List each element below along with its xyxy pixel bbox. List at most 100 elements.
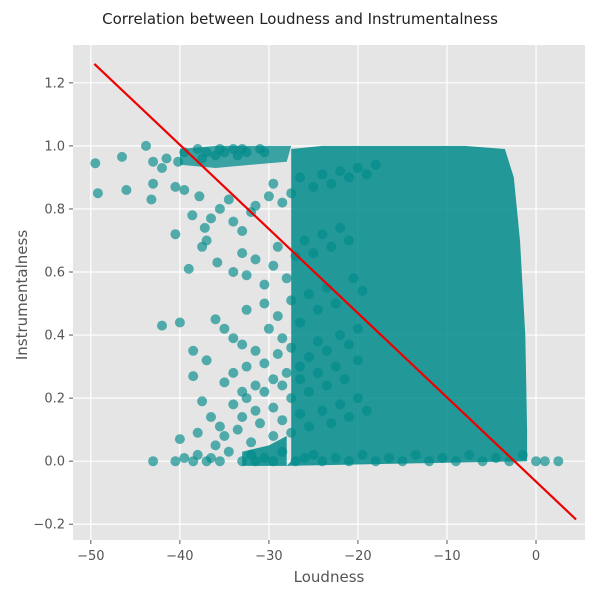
scatter-point <box>357 285 368 296</box>
scatter-point <box>246 437 257 448</box>
scatter-point <box>352 393 363 404</box>
scatter-point <box>121 185 132 195</box>
scatter-point <box>295 361 306 372</box>
scatter-point <box>348 273 359 284</box>
scatter-point <box>344 172 354 183</box>
scatter-point <box>410 449 421 460</box>
scatter-point <box>272 311 283 322</box>
scatter-point <box>263 323 274 334</box>
scatter-point <box>179 147 190 158</box>
scatter-point <box>232 424 243 435</box>
scatter-point <box>148 156 159 167</box>
scatter-point <box>317 169 328 180</box>
scatter-point <box>352 323 363 334</box>
scatter-point <box>90 158 101 169</box>
scatter-point <box>277 446 288 457</box>
scatter-point <box>352 355 363 366</box>
scatter-point <box>281 367 292 378</box>
scatter-point <box>219 323 230 334</box>
scatter-point <box>308 181 319 192</box>
scatter-point <box>344 456 354 467</box>
scatter-point <box>223 194 234 205</box>
scatter-point <box>228 367 239 378</box>
scatter-point <box>192 427 203 438</box>
scatter-point <box>477 456 488 467</box>
chart-title: Correlation between Loudness and Instrum… <box>102 10 498 28</box>
scatter-point <box>241 270 252 281</box>
scatter-point <box>228 333 239 344</box>
scatter-point <box>539 456 550 467</box>
y-tick-label: 0.8 <box>44 202 65 217</box>
scatter-point <box>308 248 319 259</box>
scatter-point <box>237 339 248 350</box>
x-tick-label: −20 <box>344 549 371 564</box>
scatter-point <box>277 380 288 391</box>
scatter-point <box>304 386 314 397</box>
x-tick-label: −30 <box>255 549 282 564</box>
scatter-point <box>170 181 181 192</box>
scatter-point <box>317 229 328 240</box>
x-tick-label: −40 <box>166 549 193 564</box>
scatter-point <box>335 166 346 177</box>
scatter-point <box>250 254 261 265</box>
y-tick-label: 1.0 <box>44 139 65 154</box>
scatter-point <box>197 396 208 407</box>
scatter-point <box>268 431 279 441</box>
scatter-point <box>259 147 270 158</box>
scatter-point <box>237 248 248 259</box>
scatter-point <box>290 456 301 467</box>
scatter-point <box>384 453 395 463</box>
scatter-point <box>304 289 314 300</box>
scatter-point <box>268 260 279 271</box>
scatter-point <box>437 453 448 463</box>
scatter-point <box>214 421 225 432</box>
scatter-point <box>92 188 103 199</box>
x-tick-label: −10 <box>433 549 460 564</box>
scatter-point <box>206 412 216 422</box>
x-axis-label: Loudness <box>294 568 365 586</box>
scatter-point <box>286 188 297 199</box>
scatter-point <box>312 367 323 378</box>
scatter-point <box>187 210 198 221</box>
scatter-point <box>170 456 181 467</box>
scatter-point <box>321 380 332 391</box>
scatter-point <box>259 386 270 397</box>
scatter-point <box>263 191 274 202</box>
scatter-point <box>268 456 279 467</box>
scatter-point <box>259 298 270 309</box>
scatter-point <box>241 304 252 315</box>
scatter-point <box>361 169 372 180</box>
scatter-point <box>370 159 381 170</box>
scatter-point <box>174 317 185 328</box>
scatter-point <box>201 147 212 158</box>
scatter-point <box>157 163 167 173</box>
scatter-point <box>188 345 199 356</box>
scatter-point <box>335 399 346 410</box>
scatter-point <box>304 421 314 432</box>
scatter-point <box>250 380 261 391</box>
scatter-point <box>335 222 346 233</box>
scatter-point <box>344 339 354 350</box>
scatter-point <box>259 279 270 290</box>
scatter-point <box>250 405 261 416</box>
scatter-point <box>326 418 337 429</box>
scatter-point <box>192 449 203 460</box>
scatter-point <box>192 144 203 154</box>
scatter-point <box>214 203 225 214</box>
scatter-point <box>321 345 332 356</box>
y-tick-label: −0.2 <box>33 518 65 533</box>
scatter-point <box>312 336 323 347</box>
scatter-point <box>228 399 239 410</box>
scatter-point <box>304 352 314 363</box>
scatter-point <box>424 456 435 467</box>
y-tick-label: 0.4 <box>44 329 65 344</box>
scatter-point <box>344 235 354 246</box>
scatter-point <box>183 263 194 274</box>
scatter-point <box>199 222 210 233</box>
scatter-point <box>295 172 306 183</box>
scatter-point <box>206 213 216 224</box>
scatter-point <box>317 456 328 467</box>
scatter-point <box>491 453 501 463</box>
scatter-point <box>237 456 248 467</box>
